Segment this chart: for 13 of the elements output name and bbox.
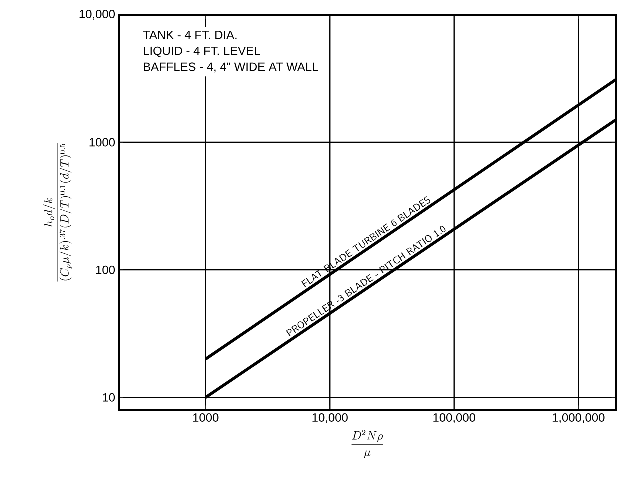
annotation: LIQUID - 4 FT. LEVEL [144,46,260,58]
x-tick-label: 1000 [193,414,219,422]
annotation: BAFFLES - 4, 4" WIDE AT WALL [144,62,318,73]
x-tick-label: 10,000 [312,414,348,424]
x-tick-label: 1,000,000 [552,414,605,424]
y-tick-label: 10,000 [80,10,116,20]
y-tick-label: 100 [96,266,116,274]
y-tick-label: 1000 [90,138,116,147]
annotation: TANK - 4 FT. DIA. [143,31,237,40]
x-tick-label: 100,000 [434,414,476,424]
y-tick-label: 10 [103,393,116,402]
x-axis-title: $\frac{D^{2}N\rho}{\mu}$ [352,430,384,459]
y-axis-title: $\frac{h_{o}d/k}{(C_{p}\mu/k)^{.37}(D/T)^{0.1}(d/T)^{0.5}}$ [43,143,72,282]
